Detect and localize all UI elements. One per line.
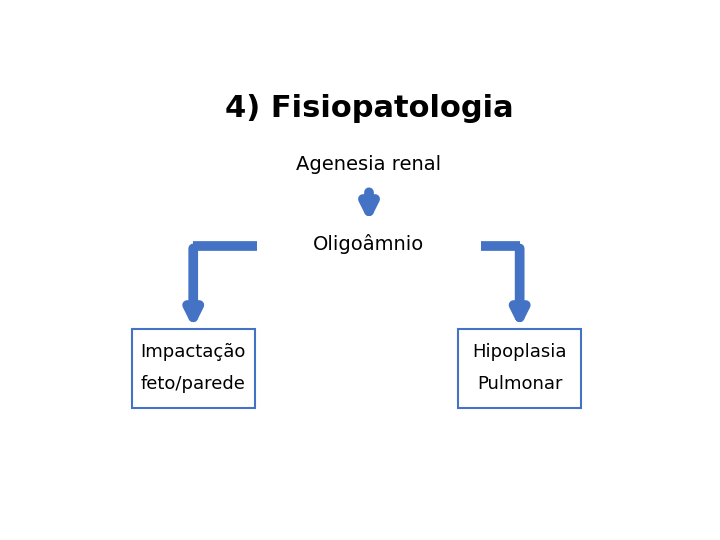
Text: Agenesia renal: Agenesia renal [297,155,441,174]
FancyBboxPatch shape [132,329,255,408]
Text: Hipoplasia
Pulmonar: Hipoplasia Pulmonar [472,343,567,393]
Text: Oligoâmnio: Oligoâmnio [313,234,425,254]
Text: Impactação
feto/parede: Impactação feto/parede [140,343,246,393]
Text: 4) Fisiopatologia: 4) Fisiopatologia [225,94,513,123]
FancyBboxPatch shape [459,329,581,408]
